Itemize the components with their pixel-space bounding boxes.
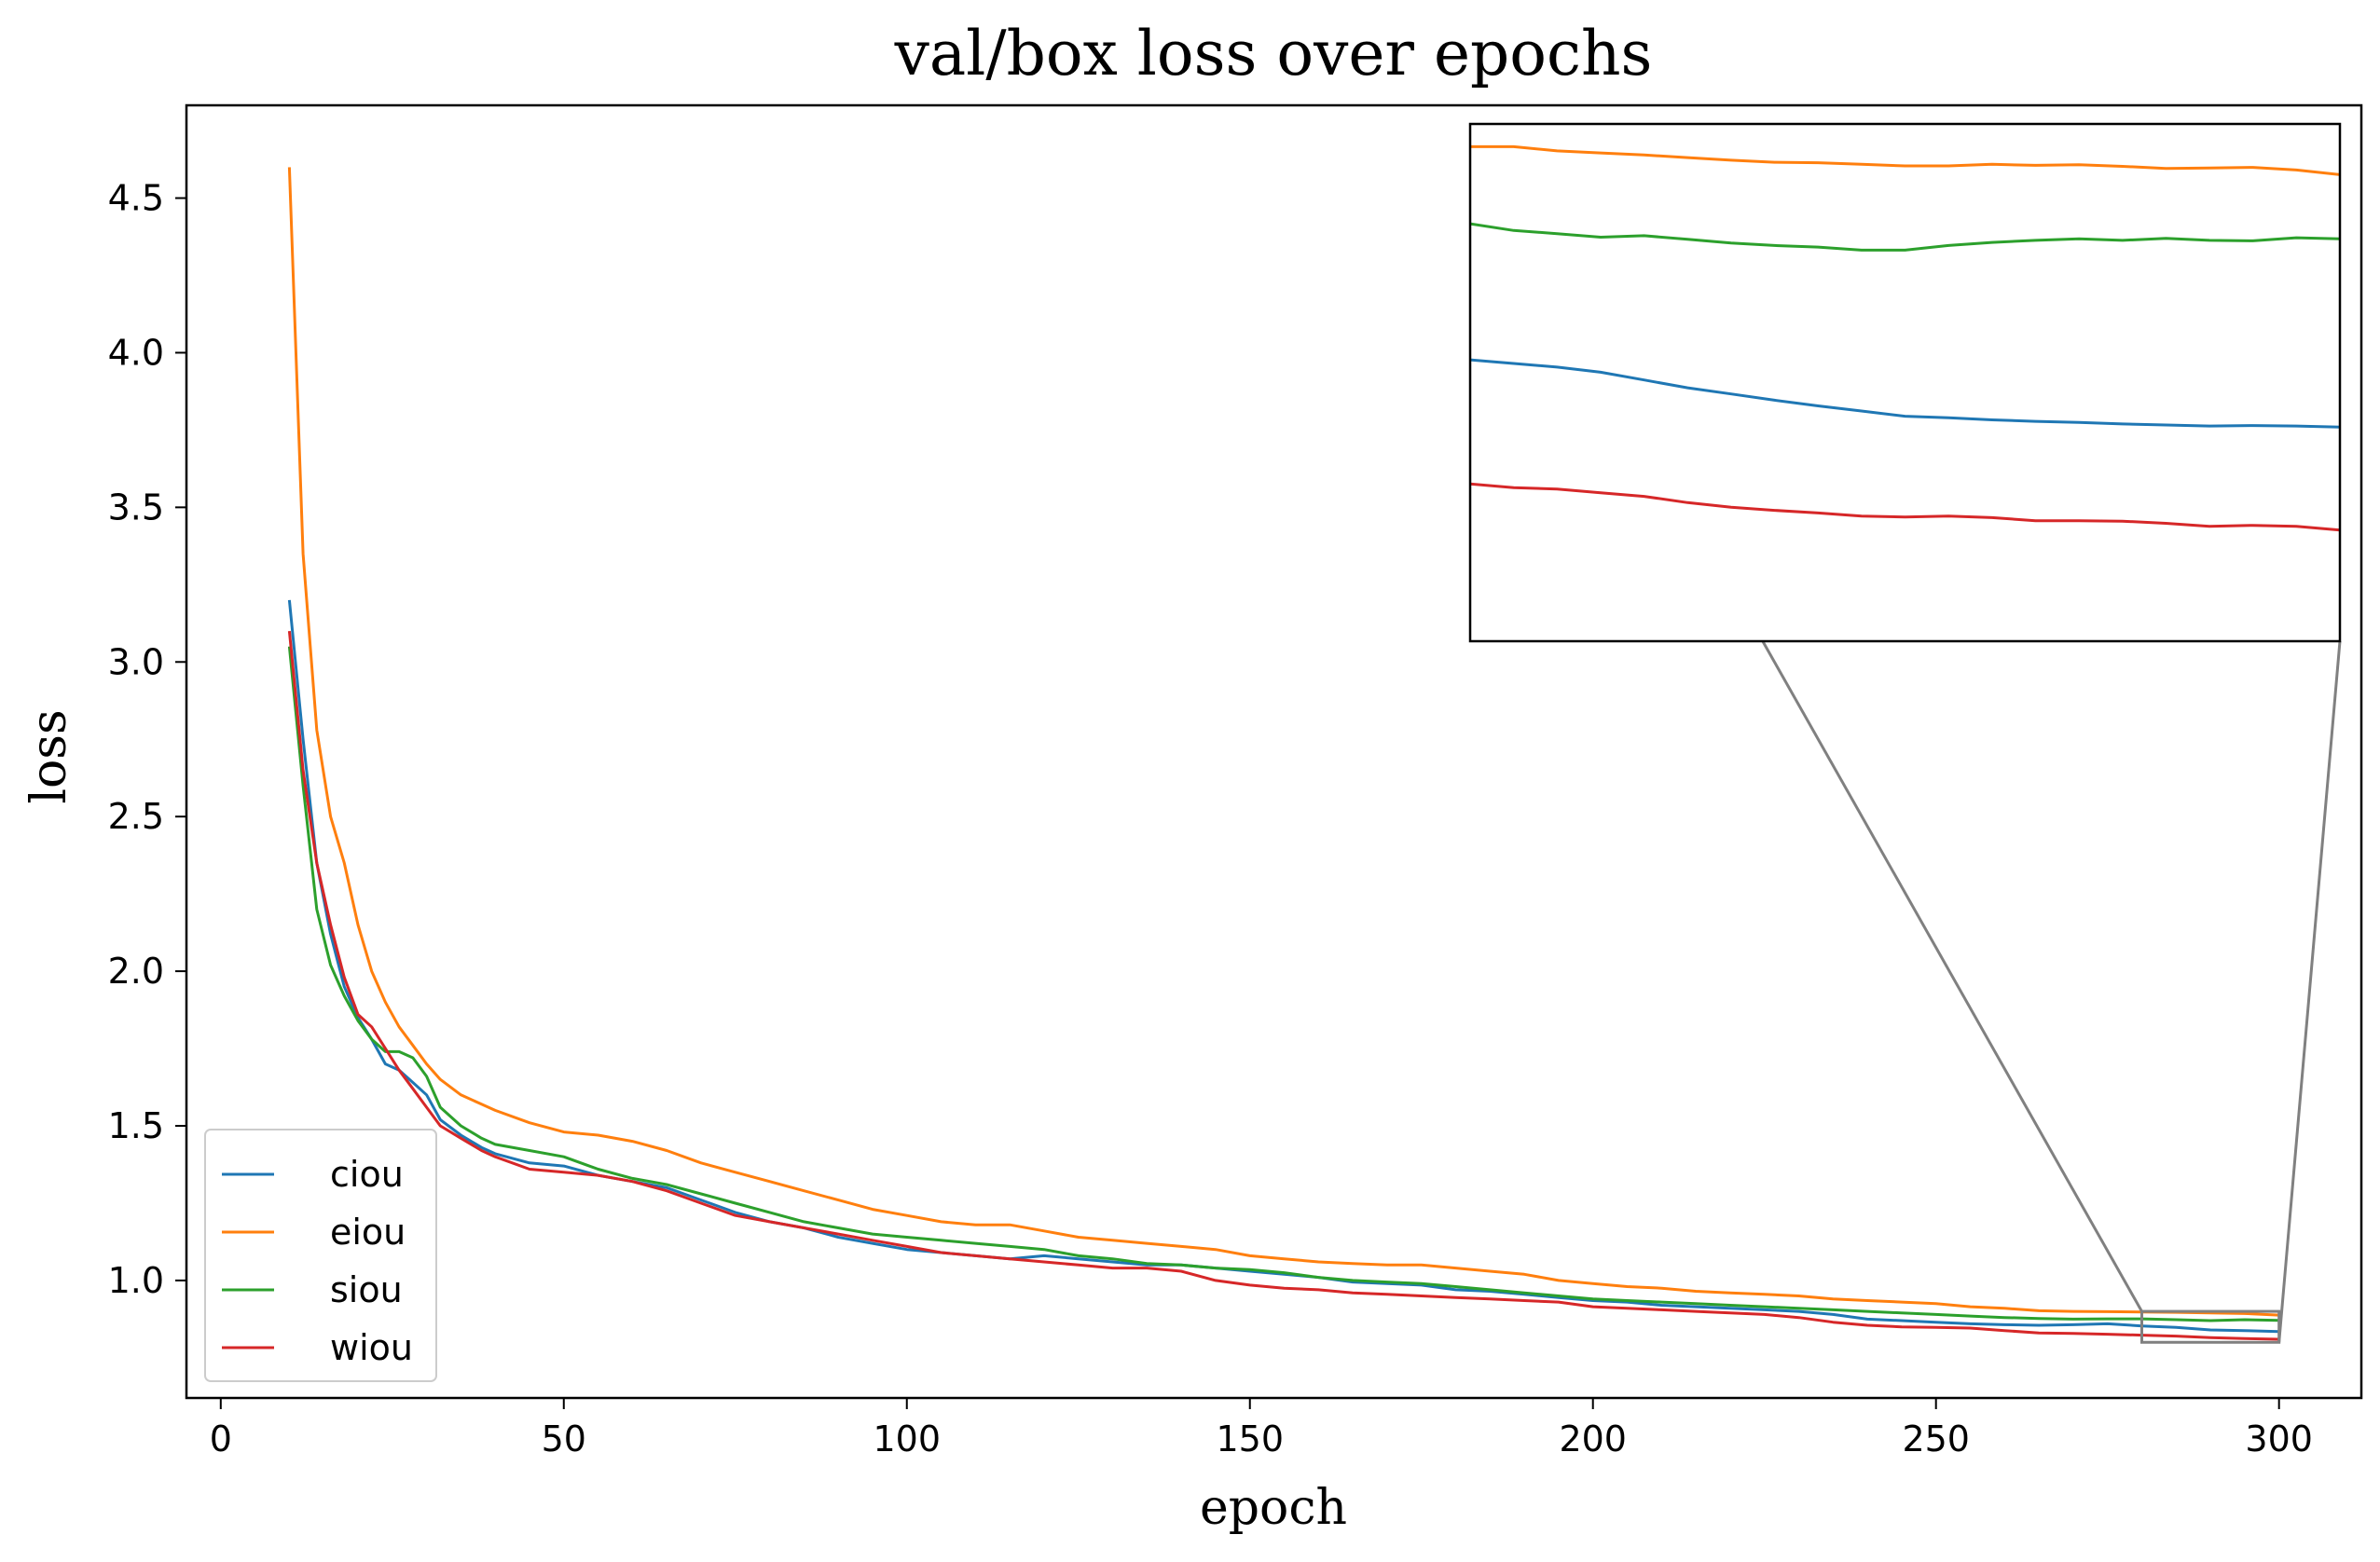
inset-series-line-wiou	[1470, 482, 2340, 532]
legend-label-eiou: eiou	[330, 1212, 406, 1253]
zoom-connector-right	[2277, 640, 2342, 1343]
series-line-ciou	[287, 599, 2279, 1334]
y-tick-label: 3.0	[108, 641, 164, 682]
x-tick-label: 150	[1216, 1418, 1284, 1459]
y-tick-label: 1.5	[108, 1105, 164, 1146]
legend-label-ciou: ciou	[330, 1154, 404, 1195]
legend: ciou eiou siou wiou	[204, 1129, 437, 1382]
series-line-siou	[287, 646, 2279, 1322]
y-tick-label: 2.5	[108, 796, 164, 837]
inset-series-line-ciou	[1470, 358, 2340, 429]
y-tick-label: 2.0	[108, 951, 164, 992]
y-axis-label: loss	[21, 709, 77, 803]
x-tick-label: 200	[1559, 1418, 1627, 1459]
main-plot-lines	[287, 167, 2279, 1341]
inset-zoom-plot	[1468, 122, 2342, 643]
y-tick-label: 4.0	[108, 332, 164, 373]
x-tick-label: 100	[873, 1418, 941, 1459]
inset-frame	[1468, 122, 2342, 643]
chart-title: val/box loss over epochs	[894, 18, 1653, 89]
x-axis-label: epoch	[1200, 1480, 1347, 1536]
x-tick-label: 250	[1902, 1418, 1970, 1459]
inset-series-line-siou	[1470, 222, 2340, 252]
plot-frame	[185, 103, 2363, 1400]
legend-label-siou: siou	[330, 1269, 403, 1310]
series-line-wiou	[287, 630, 2279, 1341]
x-tick-label: 0	[210, 1418, 232, 1459]
series-line-eiou	[287, 167, 2279, 1317]
x-tick-label: 50	[542, 1418, 586, 1459]
x-tick-label: 300	[2245, 1418, 2313, 1459]
axes-ticks: 0 50 100 150 200 250 300 1.0 1.5 2.0 2.5 3.0 3.5 4.0 4…	[108, 178, 2313, 1459]
y-tick-label: 3.5	[108, 486, 164, 528]
y-tick-label: 1.0	[108, 1260, 164, 1301]
inset-background	[1470, 124, 2340, 641]
inset-series-line-eiou	[1470, 144, 2340, 176]
legend-label-wiou: wiou	[330, 1327, 413, 1368]
legend-box	[204, 1129, 437, 1382]
y-tick-label: 4.5	[108, 178, 164, 219]
